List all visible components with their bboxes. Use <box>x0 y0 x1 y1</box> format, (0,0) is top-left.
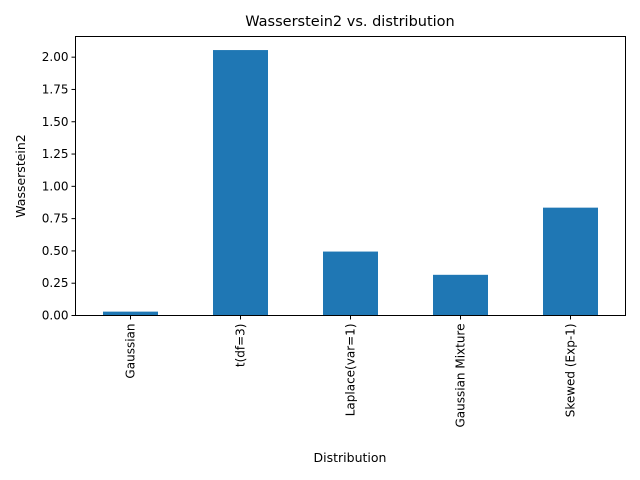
y-tick-label: 1.50 <box>42 115 69 129</box>
y-tick-label: 0.50 <box>42 244 69 258</box>
y-tick-label: 0.25 <box>42 276 69 290</box>
x-axis-ticks: Gaussian t(df=3) Laplace(var=1) Gaussian Mi… <box>124 315 578 428</box>
bar-2 <box>323 251 378 316</box>
y-tick-label: 1.00 <box>42 179 69 193</box>
x-tick-label: Gaussian Mixture <box>454 324 468 428</box>
x-axis-label: Distribution <box>314 450 387 465</box>
y-axis-ticks: 0.00 0.25 0.50 0.75 1.00 1.25 1.50 1.75 2.00 <box>42 50 76 323</box>
x-tick-label: Laplace(var=1) <box>344 324 358 417</box>
plot-frame <box>75 36 626 316</box>
bars-group <box>103 50 598 316</box>
x-tick-label: Gaussian <box>124 324 138 379</box>
x-tick-label: t(df=3) <box>234 324 248 368</box>
x-tick-label: Skewed (Exp-1) <box>564 324 578 418</box>
y-tick-label: 1.75 <box>42 82 69 96</box>
chart-title: Wasserstein2 vs. distribution <box>245 14 455 30</box>
y-tick-label: 0.00 <box>42 309 69 323</box>
bar-3 <box>433 274 488 316</box>
y-tick-label: 1.25 <box>42 147 69 161</box>
y-tick-label: 0.75 <box>42 212 69 226</box>
bar-0 <box>103 311 158 316</box>
y-axis-label: Wasserstein2 <box>13 134 28 218</box>
bar-1 <box>213 50 268 316</box>
y-tick-label: 2.00 <box>42 50 69 64</box>
bar-4 <box>543 207 598 316</box>
